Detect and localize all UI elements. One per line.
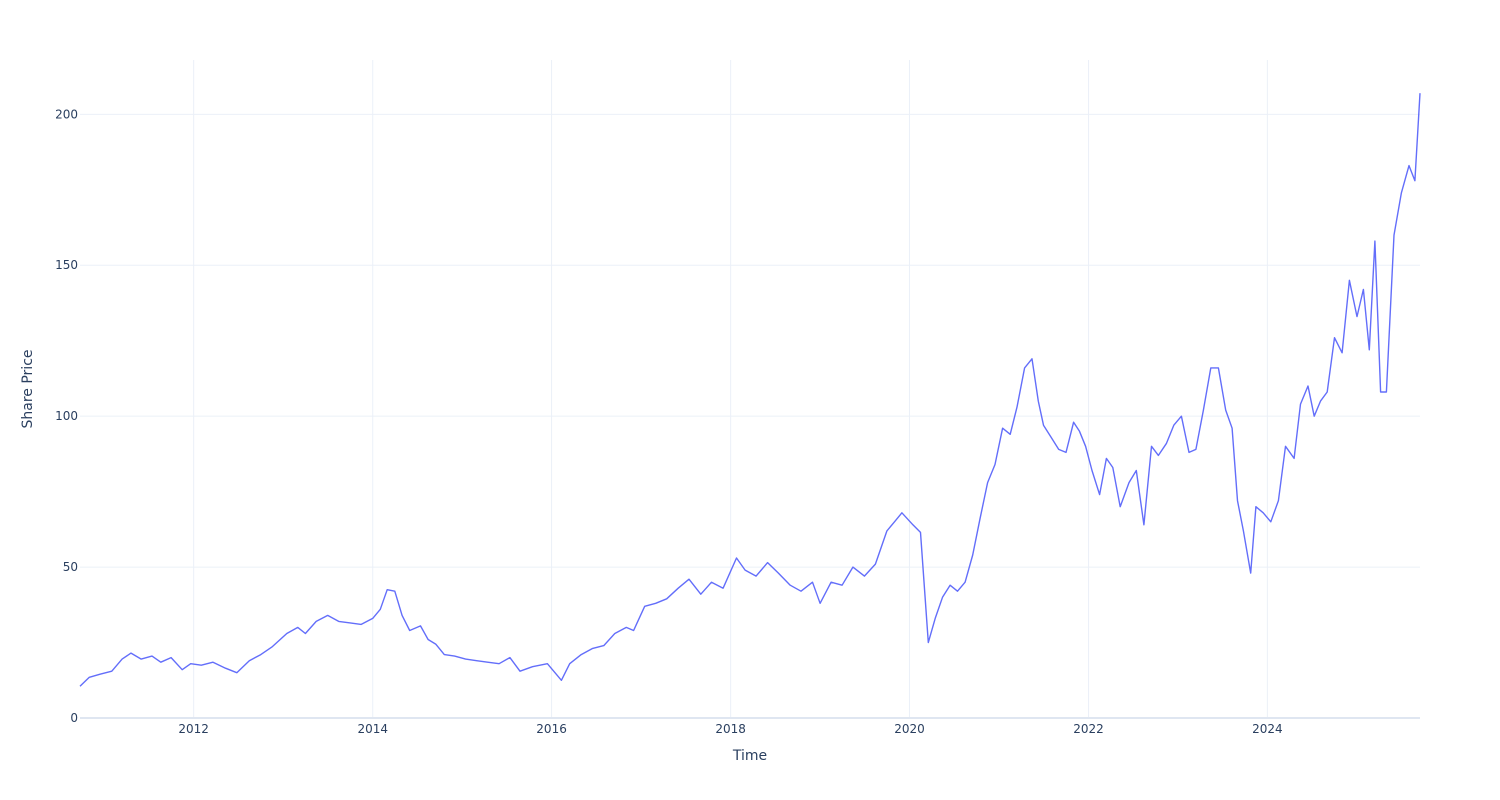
x-tick-label: 2014 [357, 722, 388, 736]
x-tick-label: 2018 [715, 722, 746, 736]
y-axis-title: Share Price [20, 349, 36, 428]
y-tick-label: 100 [55, 409, 78, 423]
y-tick-label: 0 [70, 711, 78, 725]
x-axis-title: Time [732, 748, 767, 764]
x-tick-label: 2012 [178, 722, 209, 736]
x-tick-label: 2016 [536, 722, 567, 736]
x-tick-label: 2024 [1252, 722, 1283, 736]
tick-labels: 2012 2014 2016 2018 2020 2022 2024 0 50 100 150 200 [55, 107, 1283, 736]
gridlines [80, 60, 1420, 719]
y-tick-label: 50 [63, 560, 78, 574]
share-price-line [79, 93, 1421, 687]
y-tick-label: 150 [55, 258, 78, 272]
x-tick-label: 2020 [894, 722, 925, 736]
y-tick-label: 200 [55, 107, 78, 121]
series-layer [79, 93, 1421, 687]
x-tick-label: 2022 [1073, 722, 1104, 736]
